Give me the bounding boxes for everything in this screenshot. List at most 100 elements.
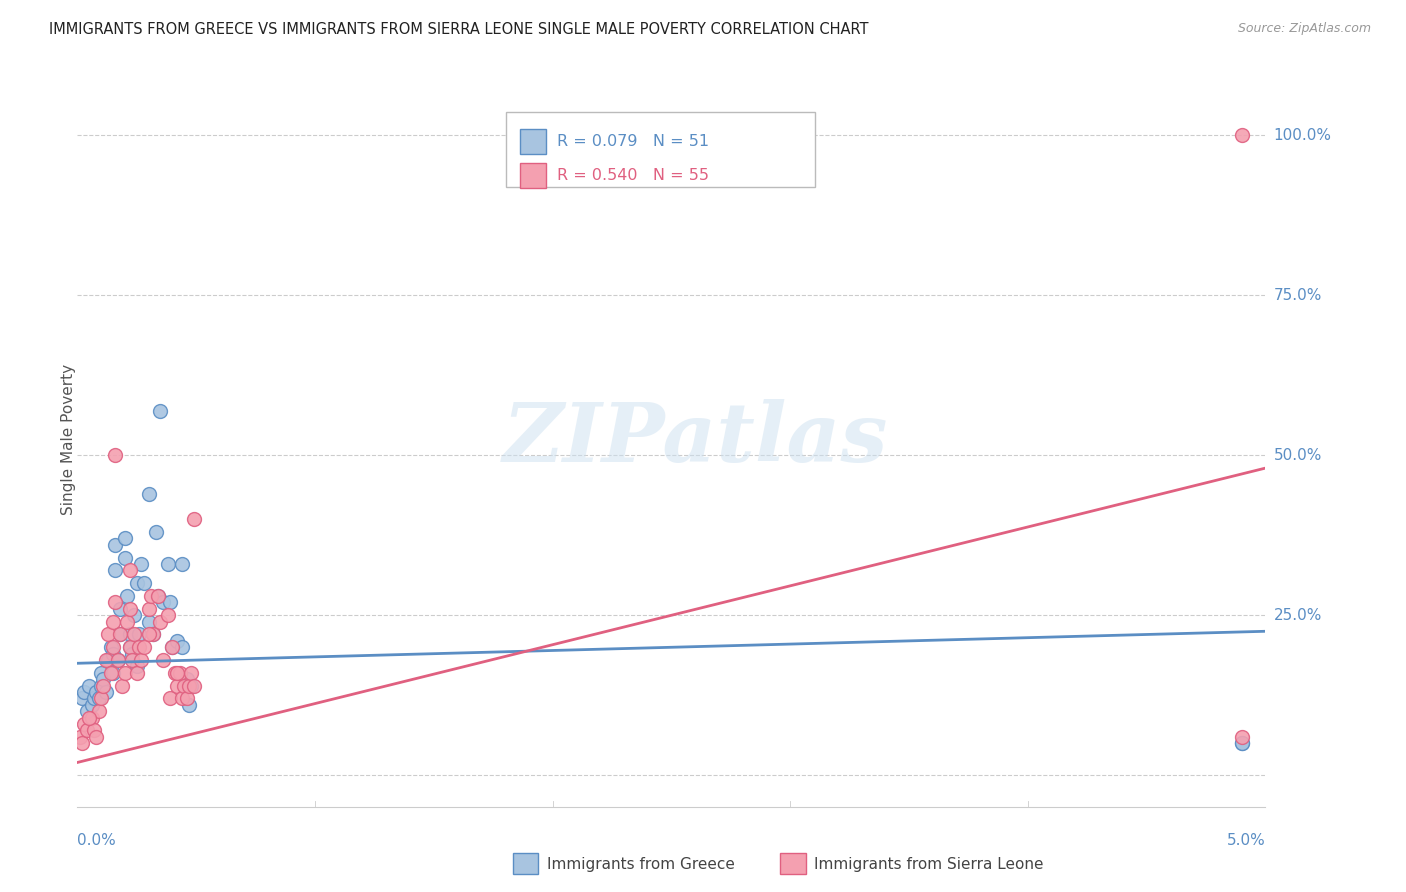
Point — [169, 665, 191, 680]
Point — [131, 653, 153, 667]
Point — [97, 653, 120, 667]
Point — [108, 627, 131, 641]
Point — [138, 615, 160, 629]
Point — [111, 679, 134, 693]
Point — [138, 602, 160, 616]
Point — [149, 403, 172, 417]
Text: 25.0%: 25.0% — [1274, 607, 1322, 623]
Point — [118, 602, 141, 616]
Point — [87, 704, 110, 718]
Text: 75.0%: 75.0% — [1274, 288, 1322, 302]
Point — [70, 691, 93, 706]
Point — [115, 589, 138, 603]
Point — [100, 640, 122, 655]
Point — [97, 627, 120, 641]
Point — [114, 550, 136, 565]
Point — [107, 653, 129, 667]
Point — [152, 653, 174, 667]
Point — [162, 640, 184, 655]
Point — [87, 691, 110, 706]
Point — [73, 717, 96, 731]
Point — [128, 627, 150, 641]
Point — [121, 647, 143, 661]
Point — [183, 679, 205, 693]
Point — [80, 698, 103, 712]
Text: 50.0%: 50.0% — [1274, 448, 1322, 463]
Point — [93, 679, 115, 693]
Text: 100.0%: 100.0% — [1274, 128, 1331, 143]
Point — [139, 589, 162, 603]
Text: IMMIGRANTS FROM GREECE VS IMMIGRANTS FROM SIERRA LEONE SINGLE MALE POVERTY CORRE: IMMIGRANTS FROM GREECE VS IMMIGRANTS FRO… — [49, 22, 869, 37]
Point — [93, 673, 115, 687]
Point — [90, 679, 112, 693]
Point — [108, 627, 131, 641]
Point — [118, 640, 141, 655]
Point — [86, 685, 108, 699]
Point — [73, 685, 96, 699]
Point — [114, 532, 136, 546]
Point — [183, 512, 205, 526]
Point — [177, 679, 200, 693]
Point — [173, 679, 195, 693]
Point — [69, 730, 91, 744]
Point — [94, 653, 117, 667]
Point — [125, 576, 148, 591]
Point — [107, 653, 129, 667]
Point — [86, 730, 108, 744]
Point — [108, 602, 131, 616]
Point — [118, 640, 141, 655]
Point — [176, 673, 198, 687]
Point — [149, 615, 172, 629]
Point — [104, 538, 127, 552]
Text: R = 0.540   N = 55: R = 0.540 N = 55 — [557, 169, 709, 183]
Point — [163, 665, 186, 680]
Point — [1230, 736, 1253, 750]
Point — [70, 736, 93, 750]
Point — [145, 525, 167, 540]
Point — [125, 665, 148, 680]
Point — [104, 595, 127, 609]
Point — [159, 691, 181, 706]
Point — [94, 685, 117, 699]
Text: 0.0%: 0.0% — [77, 833, 117, 848]
Point — [177, 698, 200, 712]
Point — [104, 448, 127, 462]
Point — [176, 691, 198, 706]
Point — [125, 659, 148, 673]
Point — [1230, 736, 1253, 750]
Point — [115, 615, 138, 629]
Point — [166, 665, 188, 680]
Point — [142, 627, 165, 641]
Point — [166, 633, 188, 648]
Text: R = 0.079   N = 51: R = 0.079 N = 51 — [557, 135, 709, 149]
Point — [152, 595, 174, 609]
Point — [1230, 730, 1253, 744]
Point — [156, 557, 179, 571]
Point — [131, 557, 153, 571]
Point — [132, 640, 155, 655]
Point — [128, 640, 150, 655]
Point — [101, 665, 124, 680]
Text: 5.0%: 5.0% — [1226, 833, 1265, 848]
Point — [132, 576, 155, 591]
Point — [124, 608, 146, 623]
Point — [180, 679, 202, 693]
Point — [101, 615, 124, 629]
Point — [170, 557, 193, 571]
Point — [138, 627, 160, 641]
Point — [159, 595, 181, 609]
Point — [118, 564, 141, 578]
Point — [162, 640, 184, 655]
Point — [90, 665, 112, 680]
Point — [166, 679, 188, 693]
Point — [124, 627, 146, 641]
Point — [170, 640, 193, 655]
Point — [170, 691, 193, 706]
Point — [76, 723, 98, 738]
Point — [1230, 128, 1253, 143]
Point — [114, 665, 136, 680]
Point — [77, 711, 100, 725]
Text: Immigrants from Sierra Leone: Immigrants from Sierra Leone — [814, 857, 1043, 871]
Point — [156, 608, 179, 623]
Point — [118, 627, 141, 641]
